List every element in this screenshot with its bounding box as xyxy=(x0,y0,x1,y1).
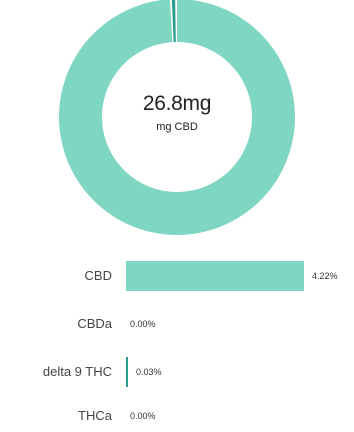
bar-row-thca: THCa 0.00% xyxy=(0,401,354,431)
bar-value-delta-9-thc: 0.03% xyxy=(136,367,162,377)
bar-value-cbd: 4.22% xyxy=(312,271,338,281)
donut-slice-cbd xyxy=(59,0,295,235)
bar-value-cbda: 0.00% xyxy=(130,319,156,329)
bar-label-delta-9-thc: delta 9 THC xyxy=(42,364,112,379)
bar-row-delta-9-thc: delta 9 THC 0.03% xyxy=(0,357,354,387)
bar-row-cbda: CBDa 0.00% xyxy=(0,309,354,339)
donut-center-label: mg CBD xyxy=(156,121,198,133)
donut-center-value: 26.8mg xyxy=(142,92,212,115)
bar-row-cbd: CBD 4.22% xyxy=(0,261,354,291)
bar-label-cbd: CBD xyxy=(84,268,112,283)
bar-label-thca: THCa xyxy=(78,408,112,423)
donut-slice-delta-9-thc xyxy=(171,0,176,43)
bar-delta-9-thc xyxy=(126,357,128,387)
bar-label-cbda: CBDa xyxy=(77,316,112,331)
bar-cbd xyxy=(126,261,304,291)
bar-value-thca: 0.00% xyxy=(130,411,156,421)
donut-chart xyxy=(59,0,295,235)
